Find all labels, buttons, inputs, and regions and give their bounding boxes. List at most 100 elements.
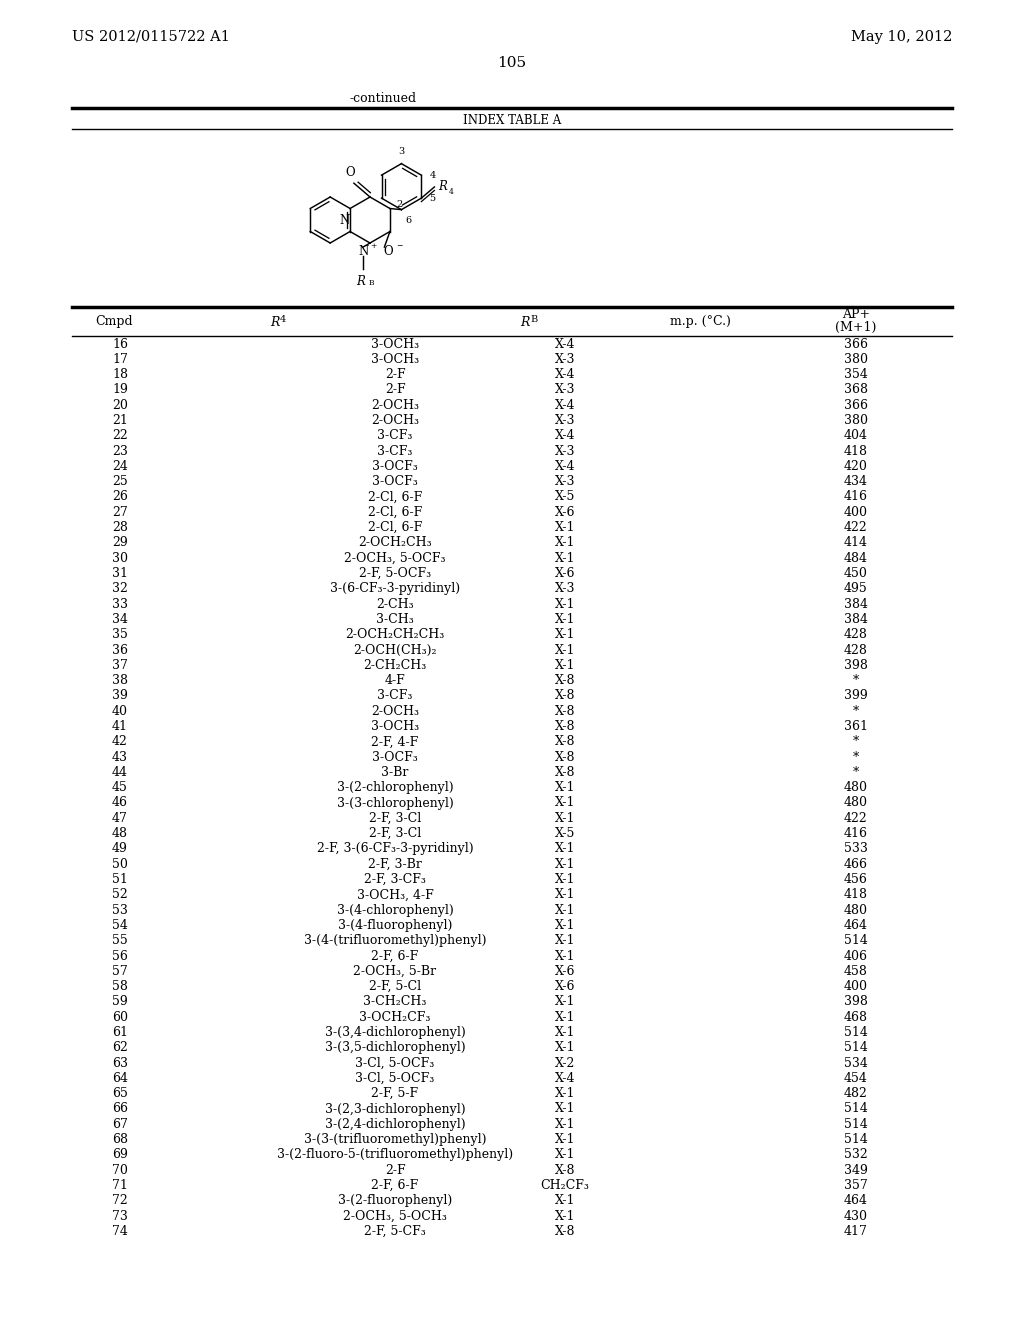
Text: 349: 349 bbox=[844, 1164, 868, 1176]
Text: 44: 44 bbox=[112, 766, 128, 779]
Text: 2-OCH₂CH₃: 2-OCH₂CH₃ bbox=[358, 536, 432, 549]
Text: 380: 380 bbox=[844, 414, 868, 426]
Text: 61: 61 bbox=[112, 1026, 128, 1039]
Text: 3-CF₃: 3-CF₃ bbox=[377, 689, 413, 702]
Text: 23: 23 bbox=[112, 445, 128, 458]
Text: 384: 384 bbox=[844, 598, 868, 611]
Text: 480: 480 bbox=[844, 904, 868, 916]
Text: 2-OCH₃: 2-OCH₃ bbox=[371, 414, 419, 426]
Text: 18: 18 bbox=[112, 368, 128, 381]
Text: 414: 414 bbox=[844, 536, 868, 549]
Text: X-8: X-8 bbox=[555, 751, 575, 763]
Text: 3-(3,4-dichlorophenyl): 3-(3,4-dichlorophenyl) bbox=[325, 1026, 465, 1039]
Text: 482: 482 bbox=[844, 1088, 868, 1100]
Text: 59: 59 bbox=[112, 995, 128, 1008]
Text: 2-F, 6-F: 2-F, 6-F bbox=[372, 1179, 419, 1192]
Text: 450: 450 bbox=[844, 568, 868, 579]
Text: X-1: X-1 bbox=[555, 935, 575, 948]
Text: X-1: X-1 bbox=[555, 1118, 575, 1131]
Text: 41: 41 bbox=[112, 719, 128, 733]
Text: 3-OCH₂CF₃: 3-OCH₂CF₃ bbox=[359, 1011, 431, 1024]
Text: 26: 26 bbox=[112, 491, 128, 503]
Text: 25: 25 bbox=[112, 475, 128, 488]
Text: 3-CF₃: 3-CF₃ bbox=[377, 445, 413, 458]
Text: X-8: X-8 bbox=[555, 705, 575, 718]
Text: 2-OCH₃, 5-OCF₃: 2-OCH₃, 5-OCF₃ bbox=[344, 552, 445, 565]
Text: 399: 399 bbox=[844, 689, 868, 702]
Text: 28: 28 bbox=[112, 521, 128, 535]
Text: 38: 38 bbox=[112, 675, 128, 688]
Text: 4-F: 4-F bbox=[385, 675, 406, 688]
Text: 2-F: 2-F bbox=[385, 1164, 406, 1176]
Text: 17: 17 bbox=[112, 352, 128, 366]
Text: X-6: X-6 bbox=[555, 568, 575, 579]
Text: 480: 480 bbox=[844, 781, 868, 795]
Text: 418: 418 bbox=[844, 445, 868, 458]
Text: 105: 105 bbox=[498, 55, 526, 70]
Text: X-1: X-1 bbox=[555, 904, 575, 916]
Text: X-8: X-8 bbox=[555, 1225, 575, 1238]
Text: 27: 27 bbox=[112, 506, 128, 519]
Text: 468: 468 bbox=[844, 1011, 868, 1024]
Text: 72: 72 bbox=[112, 1195, 128, 1208]
Text: 366: 366 bbox=[844, 338, 868, 351]
Text: 400: 400 bbox=[844, 506, 868, 519]
Text: 384: 384 bbox=[844, 612, 868, 626]
Text: 3-Cl, 5-OCF₃: 3-Cl, 5-OCF₃ bbox=[355, 1056, 434, 1069]
Text: X-1: X-1 bbox=[555, 1102, 575, 1115]
Text: 2-Cl, 6-F: 2-Cl, 6-F bbox=[368, 521, 422, 535]
Text: 484: 484 bbox=[844, 552, 868, 565]
Text: 67: 67 bbox=[112, 1118, 128, 1131]
Text: 3-Br: 3-Br bbox=[381, 766, 409, 779]
Text: X-2: X-2 bbox=[555, 1056, 575, 1069]
Text: 2-F, 5-F: 2-F, 5-F bbox=[372, 1088, 419, 1100]
Text: B: B bbox=[530, 314, 538, 323]
Text: X-1: X-1 bbox=[555, 1088, 575, 1100]
Text: 3-OCF₃: 3-OCF₃ bbox=[372, 475, 418, 488]
Text: X-1: X-1 bbox=[555, 1011, 575, 1024]
Text: X-6: X-6 bbox=[555, 506, 575, 519]
Text: 42: 42 bbox=[112, 735, 128, 748]
Text: 430: 430 bbox=[844, 1209, 868, 1222]
Text: 422: 422 bbox=[844, 812, 868, 825]
Text: 71: 71 bbox=[112, 1179, 128, 1192]
Text: 2-CH₃: 2-CH₃ bbox=[376, 598, 414, 611]
Text: 514: 514 bbox=[844, 935, 868, 948]
Text: 53: 53 bbox=[112, 904, 128, 916]
Text: 60: 60 bbox=[112, 1011, 128, 1024]
Text: X-1: X-1 bbox=[555, 536, 575, 549]
Text: 3-Cl, 5-OCF₃: 3-Cl, 5-OCF₃ bbox=[355, 1072, 434, 1085]
Text: 3: 3 bbox=[398, 147, 404, 156]
Text: X-1: X-1 bbox=[555, 1148, 575, 1162]
Text: 20: 20 bbox=[112, 399, 128, 412]
Text: -continued: -continued bbox=[350, 91, 417, 104]
Text: X-1: X-1 bbox=[555, 858, 575, 871]
Text: X-3: X-3 bbox=[555, 414, 575, 426]
Text: 19: 19 bbox=[112, 383, 128, 396]
Text: *: * bbox=[853, 766, 859, 779]
Text: Cmpd: Cmpd bbox=[95, 315, 133, 329]
Text: 6: 6 bbox=[406, 215, 412, 224]
Text: *: * bbox=[853, 735, 859, 748]
Text: R: R bbox=[520, 315, 529, 329]
Text: X-5: X-5 bbox=[555, 828, 575, 840]
Text: 398: 398 bbox=[844, 659, 868, 672]
Text: X-8: X-8 bbox=[555, 689, 575, 702]
Text: 63: 63 bbox=[112, 1056, 128, 1069]
Text: 3-OCH₃, 4-F: 3-OCH₃, 4-F bbox=[356, 888, 433, 902]
Text: X-4: X-4 bbox=[555, 1072, 575, 1085]
Text: 29: 29 bbox=[112, 536, 128, 549]
Text: May 10, 2012: May 10, 2012 bbox=[851, 30, 952, 44]
Text: X-1: X-1 bbox=[555, 873, 575, 886]
Text: N: N bbox=[339, 214, 349, 227]
Text: 3-(6-CF₃-3-pyridinyl): 3-(6-CF₃-3-pyridinyl) bbox=[330, 582, 460, 595]
Text: 480: 480 bbox=[844, 796, 868, 809]
Text: 45: 45 bbox=[112, 781, 128, 795]
Text: 404: 404 bbox=[844, 429, 868, 442]
Text: *: * bbox=[853, 751, 859, 763]
Text: 3-(2-chlorophenyl): 3-(2-chlorophenyl) bbox=[337, 781, 454, 795]
Text: X-8: X-8 bbox=[555, 719, 575, 733]
Text: 532: 532 bbox=[844, 1148, 868, 1162]
Text: +: + bbox=[370, 242, 377, 249]
Text: 380: 380 bbox=[844, 352, 868, 366]
